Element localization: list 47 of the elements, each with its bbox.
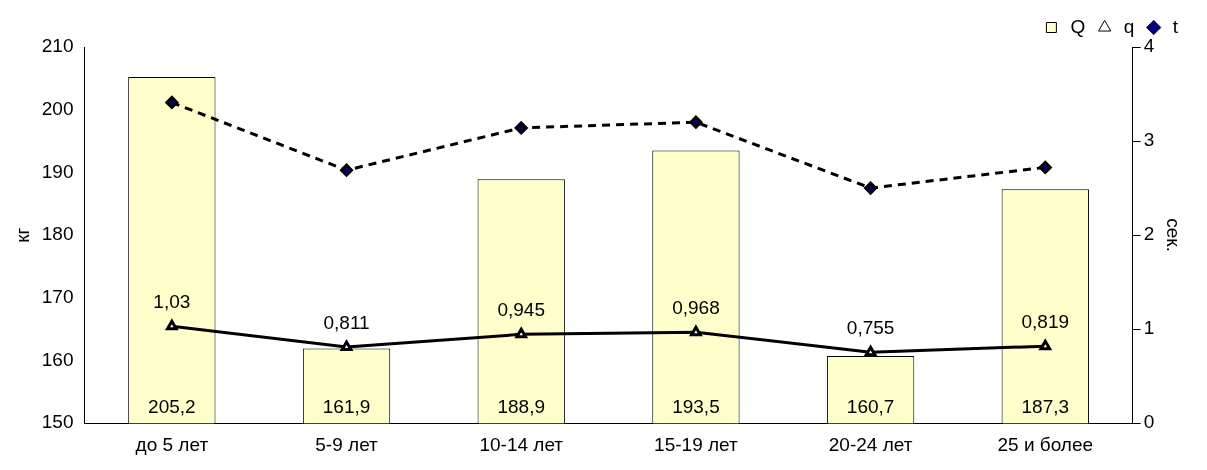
y-tick-label: 180 — [41, 223, 74, 245]
x-tick-label: 25 и более — [997, 433, 1094, 455]
data-label: 205,2 — [148, 395, 196, 417]
data-label: 187,3 — [1021, 395, 1070, 417]
data-label: 0,819 — [1021, 310, 1070, 332]
point — [340, 163, 354, 177]
point — [864, 345, 877, 357]
y-tick-label: 190 — [41, 160, 74, 182]
legend-label: t — [1172, 15, 1179, 37]
point — [165, 95, 179, 109]
point — [689, 115, 703, 129]
y2-tick-label: 1 — [1143, 317, 1155, 339]
point — [690, 325, 702, 337]
point — [864, 181, 878, 195]
data-label: 193,5 — [672, 395, 720, 417]
y-tick-label: 150 — [41, 411, 74, 433]
data-label: 0,755 — [846, 316, 895, 338]
data-label: 0,945 — [497, 299, 545, 321]
y-tick-label: 200 — [41, 97, 74, 119]
y2-tick-label: 2 — [1143, 223, 1155, 245]
data-label: 0,811 — [323, 311, 370, 333]
y-tick-label: 160 — [41, 348, 74, 370]
y-axis-title: кг — [11, 227, 33, 243]
data-label: 0,968 — [672, 296, 720, 318]
x-tick-label: 5-9 лет — [315, 433, 379, 455]
data-label: 188,9 — [497, 395, 545, 417]
legend-label: Q — [1070, 15, 1086, 37]
x-tick-label: 15-19 лет — [654, 433, 738, 455]
point — [1039, 339, 1052, 351]
point — [1038, 160, 1052, 174]
y2-tick-label: 0 — [1143, 411, 1155, 433]
x-tick-label: 20-24 лет — [828, 433, 913, 455]
data-label: 160,7 — [846, 395, 895, 417]
y2-axis-title: сек. — [1163, 218, 1185, 252]
x-tick-label: до 5 лет — [135, 433, 209, 455]
y2-tick-label: 4 — [1143, 35, 1155, 57]
y-tick-label: 170 — [41, 286, 74, 308]
point — [340, 340, 353, 351]
x-tick-label: 10-14 лет — [479, 433, 564, 455]
y2-tick-label: 3 — [1143, 129, 1155, 151]
data-label: 1,03 — [153, 291, 191, 313]
point — [514, 121, 528, 135]
data-label: 161,9 — [322, 395, 371, 417]
y-tick-label: 210 — [41, 35, 74, 57]
point — [515, 327, 528, 339]
point — [166, 319, 178, 331]
legend-label: q — [1123, 15, 1135, 37]
